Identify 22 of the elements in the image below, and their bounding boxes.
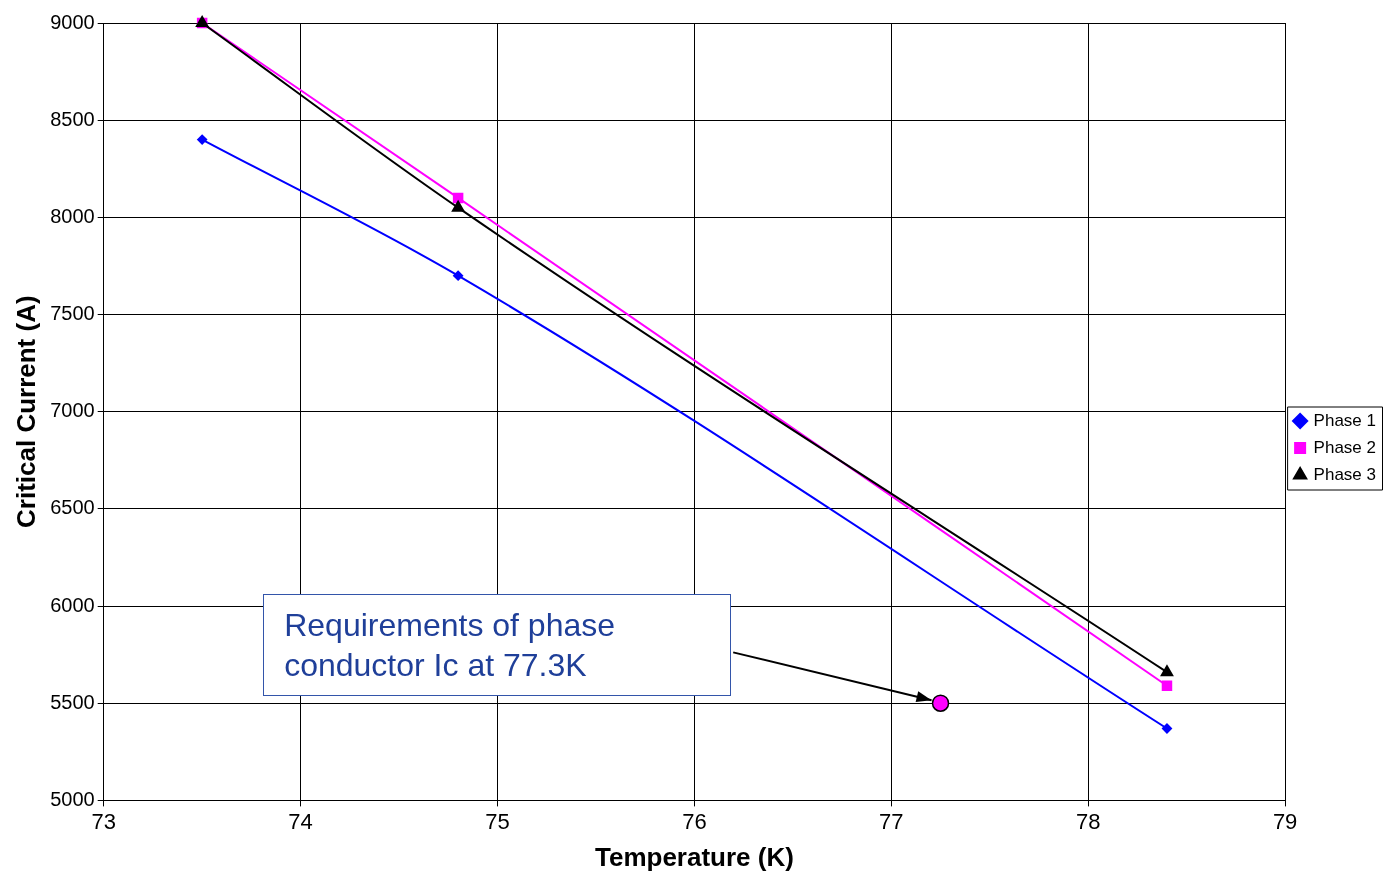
y-tick-label: 9000 (50, 10, 95, 33)
x-tick-label: 76 (682, 808, 707, 834)
x-axis-title: Temperature (K) (594, 841, 794, 872)
x-tick-label: 78 (1075, 808, 1101, 834)
y-tick-label: 7500 (50, 302, 95, 325)
y-tick-label: 8500 (50, 107, 95, 130)
callout-box: Requirements of phase conductor Ic at 77.3K (263, 594, 732, 697)
y-axis-title: Critical Current (A) (10, 295, 41, 528)
x-tick-label: 75 (485, 808, 510, 834)
x-tick-label: 77 (879, 808, 904, 834)
x-tick-label: 79 (1272, 808, 1298, 834)
y-tick-label: 6000 (50, 593, 95, 616)
legend-label: Phase 1 (1313, 410, 1377, 430)
x-tick-label: 73 (91, 808, 116, 834)
y-tick-label: 6500 (50, 496, 95, 519)
y-tick-label: 5000 (50, 787, 95, 810)
legend-label: Phase 2 (1313, 437, 1377, 457)
y-tick-label: 8000 (50, 204, 95, 227)
y-tick-label: 7000 (50, 399, 95, 422)
y-tick-label: 5500 (50, 690, 95, 713)
legend-label: Phase 3 (1313, 464, 1377, 484)
x-tick-label: 74 (288, 808, 313, 834)
